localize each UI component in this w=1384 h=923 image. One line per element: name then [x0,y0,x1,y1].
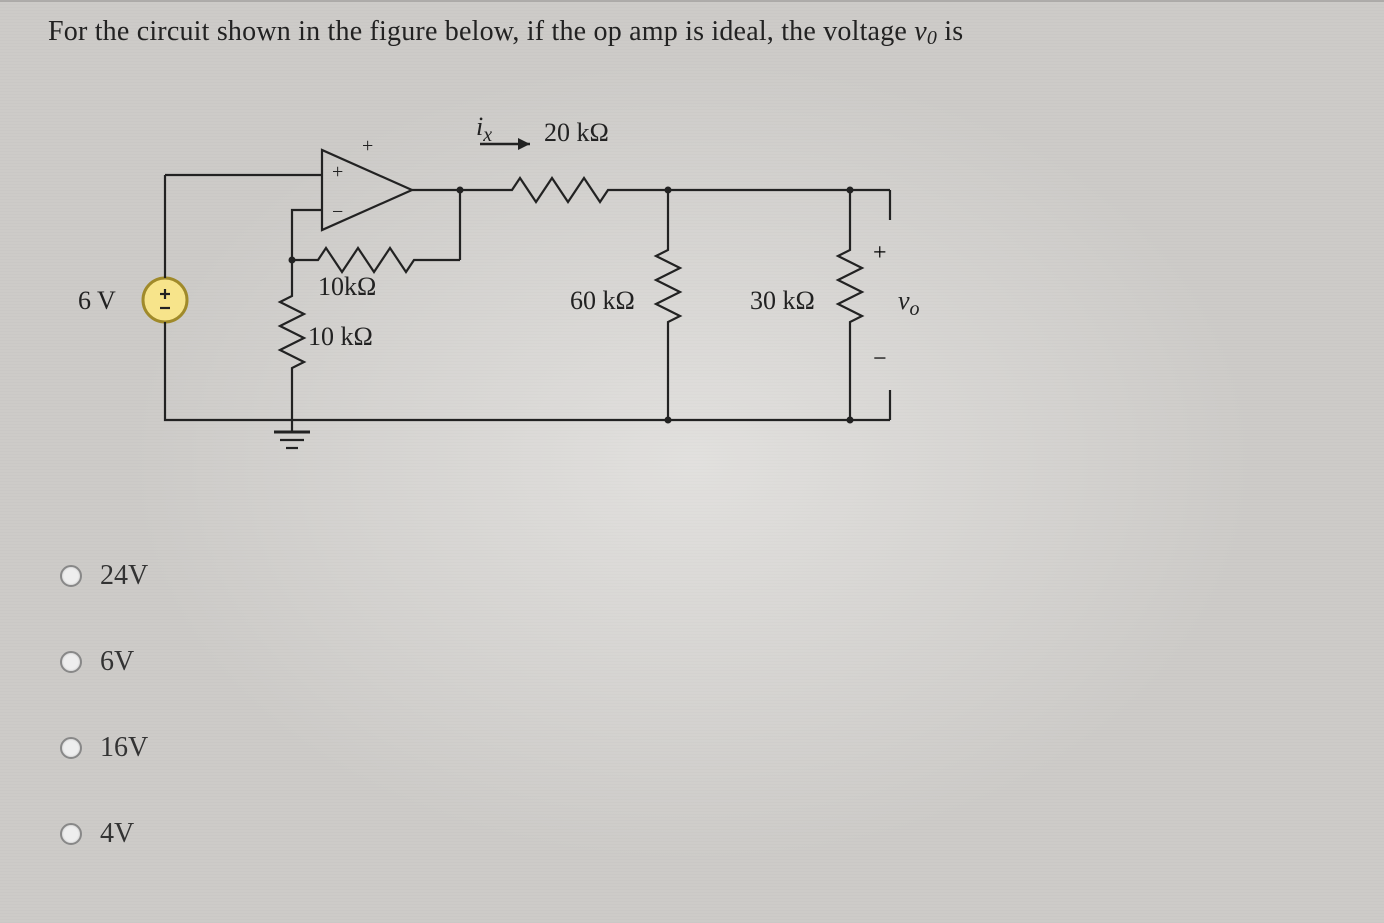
wire [292,210,322,260]
radio-icon[interactable] [60,823,82,845]
resistor-ground-icon [280,260,304,432]
option-label: 16V [100,732,148,764]
resistor-20k-icon [460,178,668,202]
option-24v[interactable]: 24V [60,560,148,592]
circuit-diagram: + − + [60,100,960,500]
r-60k-label: 60 kΩ [570,286,635,316]
wire [165,322,890,420]
question-text: For the circuit shown in the figure belo… [48,16,963,48]
option-label: 24V [100,560,148,592]
question-suffix: is [937,16,963,47]
answer-options: 24V 6V 16V 4V [60,560,148,904]
resistor-60k-icon [656,190,680,420]
option-4v[interactable]: 4V [60,818,148,850]
question-sub: 0 [927,27,937,49]
vo-minus: − [873,346,887,373]
top-border [0,0,1384,2]
resistor-30k-icon [838,190,862,420]
vo-plus: + [873,240,887,267]
question-var: v [914,16,927,47]
radio-icon[interactable] [60,737,82,759]
r-feedback-label: 10kΩ [318,272,376,302]
option-16v[interactable]: 16V [60,732,148,764]
ix-label: ix [476,112,492,142]
opamp-plus: + [332,161,343,183]
opamp-top-plus: + [362,135,373,157]
ix-arrow-head-icon [518,138,530,150]
opamp-minus: − [332,201,343,223]
node [665,417,672,424]
question-prefix: For the circuit shown in the figure belo… [48,16,914,47]
option-label: 4V [100,818,134,850]
resistor-feedback-icon [292,248,460,272]
r-20k-label: 20 kΩ [544,118,609,148]
r-ground-label: 10 kΩ [308,322,373,352]
voltage-source-icon [143,278,187,322]
radio-icon[interactable] [60,565,82,587]
radio-icon[interactable] [60,651,82,673]
source-label: 6 V [78,286,116,316]
option-6v[interactable]: 6V [60,646,148,678]
option-label: 6V [100,646,134,678]
vo-label: vo [898,286,920,316]
r-30k-label: 30 kΩ [750,286,815,316]
circuit-svg: + − + [60,100,960,500]
